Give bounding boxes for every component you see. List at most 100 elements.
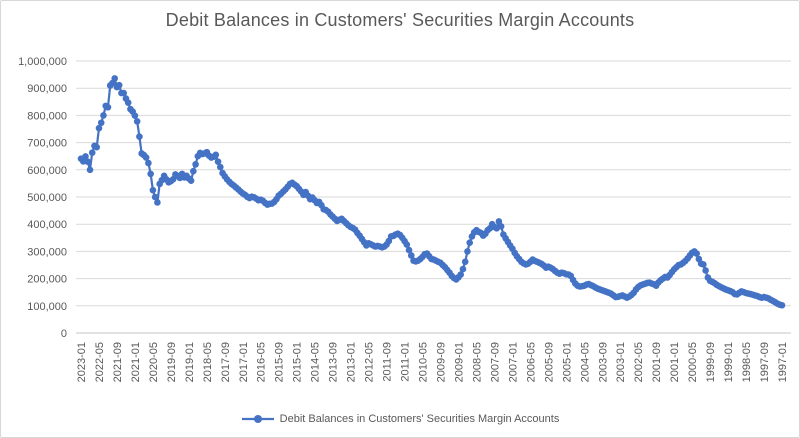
data-point-marker — [149, 186, 157, 194]
data-point-marker — [100, 112, 107, 119]
data-point-marker — [497, 223, 505, 230]
data-point-marker — [88, 149, 96, 156]
x-axis-tick-label: 2007-09 — [489, 342, 501, 382]
data-point-marker — [702, 267, 709, 274]
data-point-marker — [495, 218, 503, 225]
y-axis-tick-label: 500,000 — [27, 192, 67, 204]
data-point-marker — [104, 103, 112, 111]
data-point-marker — [124, 99, 132, 106]
legend-label: Debit Balances in Customers' Securities … — [279, 413, 560, 425]
data-point-marker — [133, 118, 141, 125]
x-axis-tick-label: 2023-01 — [76, 342, 88, 382]
x-axis-tick-label: 2010-05 — [418, 342, 430, 382]
x-axis-tick-label: 2005-01 — [561, 342, 573, 382]
x-axis-tick-label: 1999-01 — [723, 342, 735, 382]
data-point-marker — [693, 250, 700, 257]
data-point-marker — [154, 199, 161, 206]
y-axis-tick-label: 600,000 — [27, 165, 67, 177]
y-axis-tick-label: 200,000 — [27, 274, 67, 286]
data-point-marker — [120, 89, 127, 97]
data-point-marker — [457, 271, 465, 278]
data-point-marker — [192, 161, 199, 168]
data-point-marker — [147, 170, 154, 178]
data-point-marker — [84, 158, 92, 165]
data-point-marker — [459, 265, 467, 273]
y-axis-tick-label: 0 — [61, 328, 67, 340]
x-axis-tick-label: 2018-05 — [202, 342, 214, 382]
legend-line-marker-icon — [241, 415, 274, 423]
data-point-marker — [405, 246, 413, 254]
data-point-marker — [169, 176, 177, 183]
x-axis-tick-label: 2004-05 — [579, 342, 591, 382]
data-point-marker — [403, 241, 411, 248]
data-point-marker — [214, 158, 222, 165]
data-point-marker — [778, 301, 786, 309]
x-axis-tick-label: 1997-01 — [777, 342, 789, 382]
data-point-marker — [217, 163, 224, 171]
y-axis-tick-label: 900,000 — [27, 83, 67, 95]
y-axis-tick-label: 800,000 — [27, 110, 67, 122]
y-axis-tick-label: 700,000 — [27, 138, 67, 150]
x-axis-tick-label: 2009-09 — [435, 342, 447, 382]
x-axis-tick-label: 2015-09 — [274, 342, 286, 382]
x-axis-tick-label: 1999-09 — [705, 342, 717, 382]
x-axis-tick-label: 2012-05 — [364, 342, 376, 382]
data-point-marker — [187, 177, 195, 184]
x-axis-tick-label: 2006-05 — [525, 342, 537, 382]
data-point-marker — [190, 167, 197, 175]
x-axis-tick-label: 2001-01 — [669, 342, 681, 382]
chart-title: Debit Balances in Customers' Securities … — [165, 10, 635, 30]
x-axis-tick-label: 2011-01 — [400, 342, 412, 382]
y-axis-tick-label: 100,000 — [27, 301, 67, 313]
x-axis-tick-label: 2002-05 — [633, 342, 645, 382]
x-axis-tick-label: 2011-09 — [382, 342, 394, 382]
x-axis-tick-label: 2017-01 — [238, 342, 250, 382]
x-axis-tick-label: 2014-05 — [310, 342, 322, 382]
x-axis-tick-label: 2020-05 — [148, 342, 160, 382]
x-axis-tick-label: 2015-01 — [292, 342, 304, 382]
data-point-marker — [145, 159, 152, 167]
data-point-marker — [86, 166, 94, 174]
x-axis-tick-label: 2021-01 — [130, 342, 142, 382]
data-point-marker — [111, 75, 118, 82]
x-axis-tick-label: 2017-09 — [220, 342, 232, 382]
data-point-marker — [212, 151, 220, 159]
x-axis-tick-label: 2019-09 — [166, 342, 178, 382]
x-axis-tick-label: 2001-09 — [651, 342, 663, 382]
x-axis-tick-label: 2013-01 — [346, 342, 358, 382]
legend: Debit Balances in Customers' Securities … — [1, 413, 799, 425]
y-axis-tick-label: 300,000 — [27, 246, 67, 258]
data-point-marker — [151, 193, 159, 201]
x-axis-tick-label: 2008-05 — [471, 342, 483, 382]
y-axis-tick-label: 400,000 — [27, 219, 67, 231]
x-axis-tick-label: 2022-05 — [94, 342, 106, 382]
x-axis-tick-label: 2007-01 — [507, 342, 519, 382]
data-point-marker — [461, 258, 469, 266]
data-point-marker — [131, 112, 139, 119]
data-point-marker — [700, 261, 707, 268]
x-axis-tick-label: 2009-01 — [453, 342, 465, 382]
data-point-marker — [407, 252, 415, 259]
x-axis-tick-label: 2003-01 — [615, 342, 627, 382]
x-axis-tick-label: 1998-05 — [741, 342, 753, 382]
data-point-marker — [97, 119, 105, 127]
data-point-marker — [95, 124, 103, 132]
data-point-marker — [93, 143, 101, 151]
x-axis-tick-label: 2019-01 — [184, 342, 196, 382]
x-axis-tick-label: 2003-09 — [597, 342, 609, 382]
data-point-marker — [115, 81, 123, 89]
x-axis-tick-label: 2016-05 — [256, 342, 268, 382]
x-axis-tick-label: 2013-09 — [328, 342, 340, 382]
data-point-marker — [142, 154, 150, 161]
data-point-marker — [466, 239, 474, 246]
x-axis-tick-label: 2005-09 — [543, 342, 555, 382]
data-point-marker — [82, 153, 89, 160]
data-point-marker — [464, 248, 471, 255]
x-axis-tick-label: 2000-05 — [687, 342, 699, 382]
x-axis-tick-label: 1997-09 — [759, 342, 771, 382]
y-axis-tick-label: 1,000,000 — [18, 56, 67, 68]
data-point-marker — [136, 133, 143, 140]
x-axis-tick-label: 2021-09 — [112, 342, 124, 382]
